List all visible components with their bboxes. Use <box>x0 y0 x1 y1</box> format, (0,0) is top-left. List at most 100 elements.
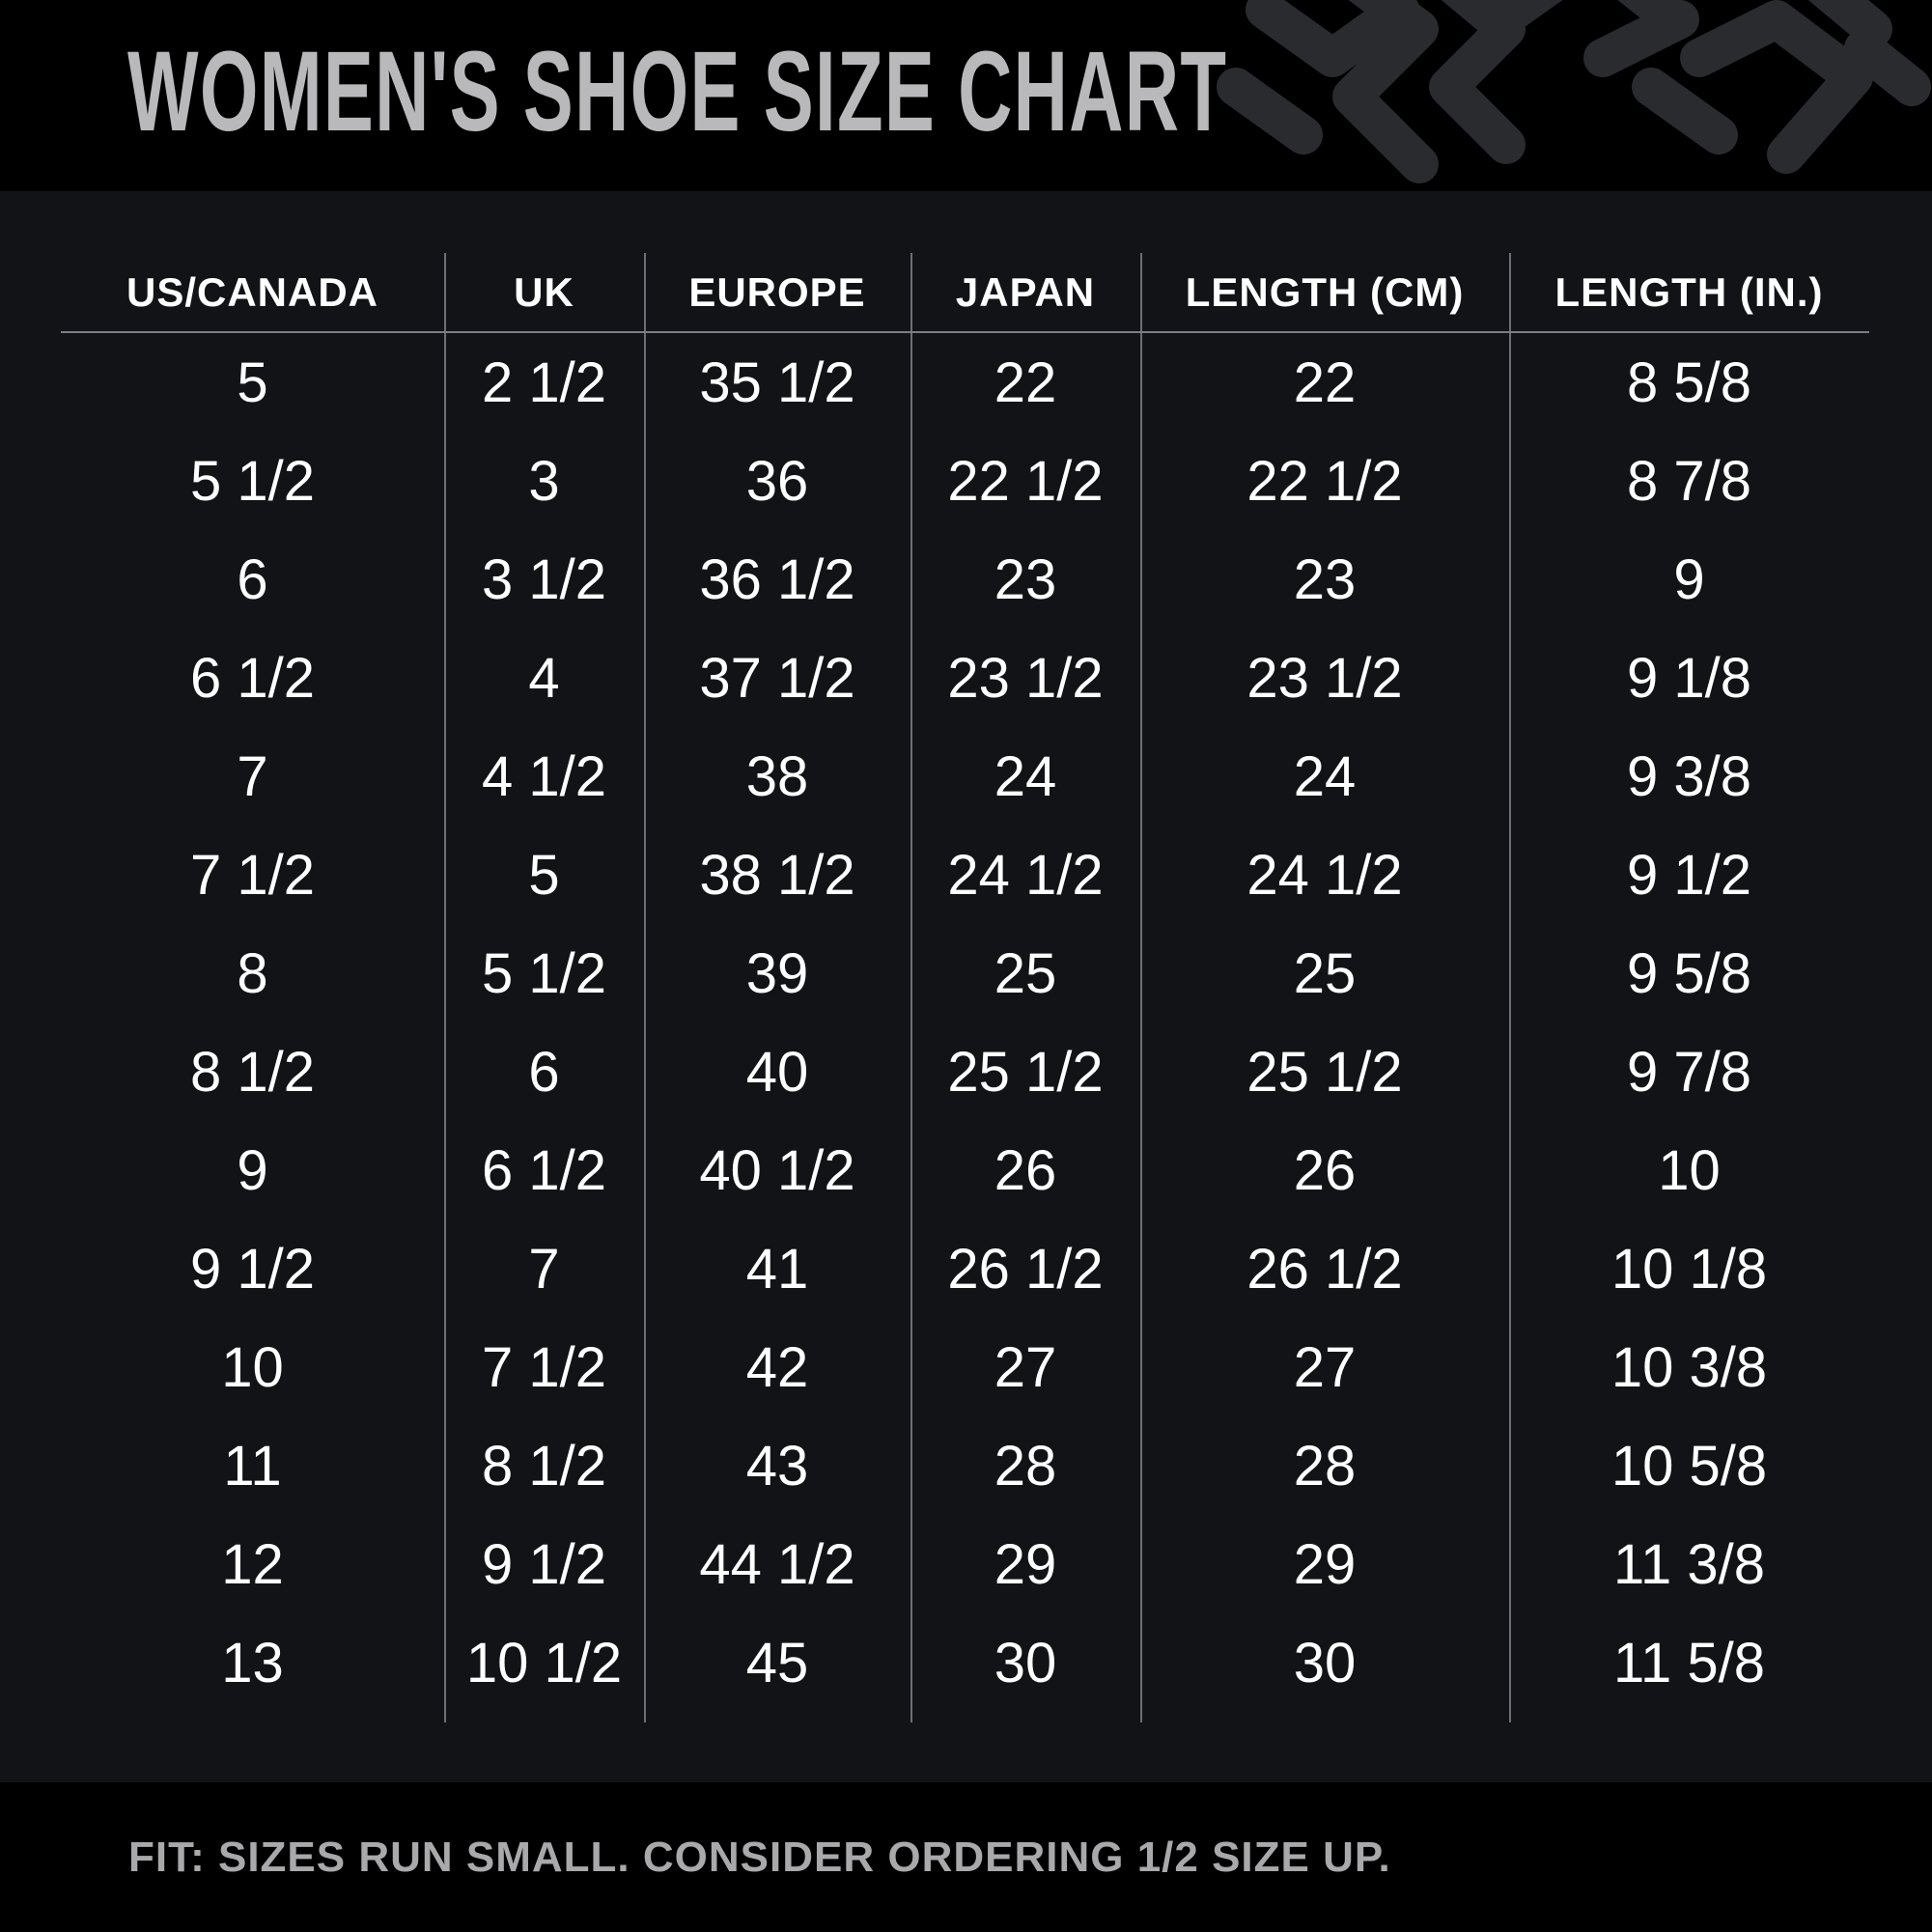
table-cell: 24 <box>994 744 1057 808</box>
column-divider <box>1140 253 1142 1722</box>
table-cell: 41 <box>745 1237 809 1301</box>
table-cell: 11 5/8 <box>1613 1631 1765 1694</box>
table-cell: 28 <box>1293 1434 1357 1498</box>
table-cell: 7 <box>528 1237 560 1301</box>
table-cell: 9 5/8 <box>1627 941 1751 1005</box>
table-cell: 44 1/2 <box>699 1532 855 1596</box>
table-cell: 9 <box>237 1138 268 1202</box>
table-cell: 6 <box>237 547 268 611</box>
table-cell: 38 1/2 <box>699 843 855 907</box>
table-cell: 25 1/2 <box>947 1040 1104 1104</box>
column-divider <box>444 253 446 1722</box>
table-cell: 7 1/2 <box>482 1335 606 1399</box>
table-cell: 9 1/2 <box>1627 843 1751 907</box>
table-cell: 4 1/2 <box>482 744 606 808</box>
table-cell: 27 <box>994 1335 1057 1399</box>
table-cell: 35 1/2 <box>699 350 855 414</box>
table-cell: 12 <box>221 1532 284 1596</box>
table-cell: 6 <box>528 1040 560 1104</box>
table-cell: 10 1/8 <box>1610 1237 1768 1301</box>
table-cell: 2 1/2 <box>482 350 606 414</box>
table-cell: 24 <box>1293 744 1357 808</box>
table-cell: 30 <box>1293 1631 1357 1694</box>
table-cell: 9 1/2 <box>190 1237 315 1301</box>
table-cell: 4 <box>528 646 560 710</box>
table-cell: 29 <box>994 1532 1057 1596</box>
table-cell: 6 1/2 <box>190 646 315 710</box>
table-cell: 25 1/2 <box>1246 1040 1403 1104</box>
table-cell: 28 <box>994 1434 1057 1498</box>
table-cell: 9 1/8 <box>1627 646 1751 710</box>
table-cell: 13 <box>221 1631 284 1694</box>
column-header: UK <box>514 268 574 315</box>
column-header: LENGTH (CM) <box>1185 268 1465 315</box>
table-cell: 3 <box>528 449 560 513</box>
table-cell: 22 <box>994 350 1057 414</box>
table-cell: 9 3/8 <box>1627 744 1751 808</box>
table-cell: 10 <box>1658 1138 1721 1202</box>
table-cell: 36 <box>745 449 809 513</box>
table-cell: 23 <box>994 547 1057 611</box>
table-cell: 5 <box>528 843 560 907</box>
table-cell: 26 1/2 <box>1246 1237 1403 1301</box>
fit-note: FIT: SIZES RUN SMALL. CONSIDER ORDERING … <box>128 1834 1391 1881</box>
column-header: LENGTH (IN.) <box>1554 268 1824 315</box>
column-divider <box>1509 253 1511 1722</box>
table-cell: 39 <box>745 941 809 1005</box>
table-cell: 23 1/2 <box>1246 646 1403 710</box>
column-divider <box>644 253 646 1722</box>
table-cell: 6 1/2 <box>482 1138 606 1202</box>
table-cell: 29 <box>1293 1532 1357 1596</box>
table-cell: 10 5/8 <box>1610 1434 1768 1498</box>
table-cell: 25 <box>1293 941 1357 1005</box>
header-banner: WOMEN'S SHOE SIZE CHART <box>0 0 1932 191</box>
column-header: JAPAN <box>955 268 1096 315</box>
column-header: US/CANADA <box>126 268 378 315</box>
header-divider <box>61 331 1869 333</box>
table-cell: 45 <box>745 1631 809 1694</box>
table-cell: 3 1/2 <box>482 547 606 611</box>
table-cell: 8 1/2 <box>190 1040 315 1104</box>
table-cell: 37 1/2 <box>699 646 855 710</box>
table-cell: 9 <box>1673 547 1705 611</box>
table-cell: 42 <box>745 1335 809 1399</box>
table-cell: 24 1/2 <box>947 843 1104 907</box>
table-cell: 27 <box>1293 1335 1357 1399</box>
table-cell: 22 <box>1293 350 1357 414</box>
table-cell: 11 <box>223 1434 282 1498</box>
table-cell: 8 <box>237 941 268 1005</box>
table-cell: 36 1/2 <box>699 547 855 611</box>
table-cell: 7 <box>237 744 268 808</box>
table-cell: 9 7/8 <box>1627 1040 1751 1104</box>
table-cell: 26 <box>994 1138 1057 1202</box>
table-cell: 26 <box>1293 1138 1357 1202</box>
table-cell: 24 1/2 <box>1246 843 1403 907</box>
table-cell: 9 1/2 <box>482 1532 606 1596</box>
table-cell: 10 1/2 <box>465 1631 623 1694</box>
table-cell: 30 <box>994 1631 1057 1694</box>
table-area <box>0 191 1932 1782</box>
table-cell: 8 5/8 <box>1627 350 1751 414</box>
column-divider <box>910 253 912 1722</box>
table-cell: 5 1/2 <box>482 941 606 1005</box>
table-cell: 26 1/2 <box>947 1237 1104 1301</box>
footer-banner: FIT: SIZES RUN SMALL. CONSIDER ORDERING … <box>0 1782 1932 1932</box>
table-cell: 5 1/2 <box>190 449 315 513</box>
chevron-pattern-icon <box>1217 0 1931 183</box>
table-cell: 11 3/8 <box>1613 1532 1765 1596</box>
table-cell: 8 1/2 <box>482 1434 606 1498</box>
table-cell: 40 <box>745 1040 809 1104</box>
table-cell: 38 <box>745 744 809 808</box>
table-cell: 8 7/8 <box>1627 449 1751 513</box>
table-cell: 40 1/2 <box>699 1138 855 1202</box>
table-cell: 22 1/2 <box>1246 449 1403 513</box>
table-cell: 23 1/2 <box>947 646 1104 710</box>
table-cell: 43 <box>745 1434 809 1498</box>
table-cell: 10 <box>221 1335 284 1399</box>
table-cell: 10 3/8 <box>1610 1335 1768 1399</box>
column-header: EUROPE <box>688 268 866 315</box>
table-cell: 23 <box>1293 547 1357 611</box>
table-cell: 25 <box>994 941 1057 1005</box>
table-cell: 5 <box>237 350 268 414</box>
table-cell: 22 1/2 <box>947 449 1104 513</box>
